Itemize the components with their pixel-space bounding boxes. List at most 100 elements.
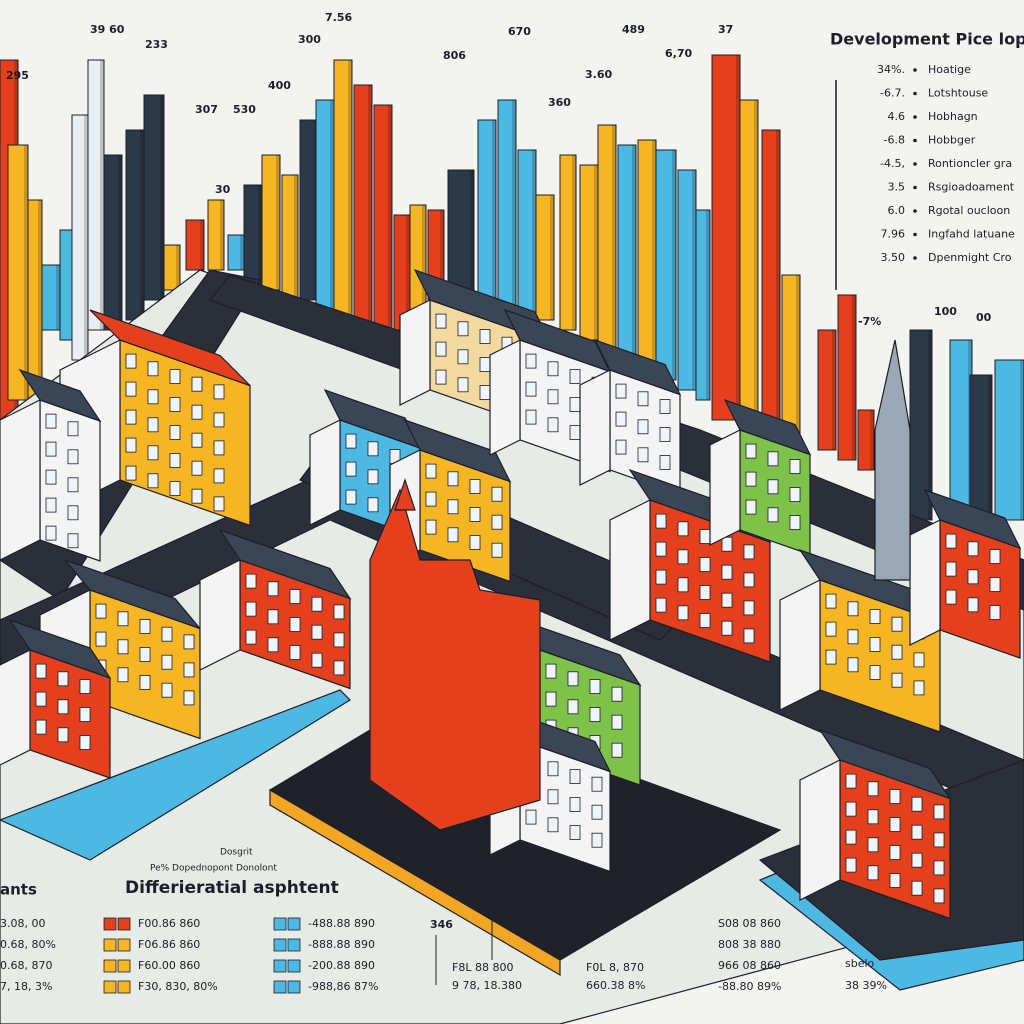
window xyxy=(569,369,581,384)
building-side xyxy=(709,429,741,546)
window xyxy=(191,488,203,504)
window xyxy=(311,624,323,640)
window xyxy=(655,513,667,529)
caption: Pe% Dopednopont Donolont xyxy=(150,864,277,874)
building-roof xyxy=(18,368,102,423)
city xyxy=(0,268,1024,1024)
window xyxy=(267,609,279,625)
window xyxy=(139,675,151,690)
bar-label: 307 xyxy=(195,103,218,116)
swatch xyxy=(103,980,117,994)
legend-dot xyxy=(913,138,917,143)
bar-label: 00 xyxy=(976,311,992,324)
window xyxy=(67,421,79,437)
legend-dot xyxy=(913,209,917,213)
window xyxy=(567,699,579,715)
backdrop-bar-side xyxy=(176,245,180,290)
legend-value: -6.8 xyxy=(884,134,905,147)
backdrop-bar-side xyxy=(294,175,298,300)
window xyxy=(745,443,757,459)
building-side xyxy=(799,759,841,901)
window xyxy=(699,557,711,572)
building-roof xyxy=(593,338,682,396)
window xyxy=(615,439,627,455)
window xyxy=(867,781,879,797)
window xyxy=(913,680,925,696)
window xyxy=(889,817,901,832)
backdrop-bar-side xyxy=(612,125,616,350)
bar-label: 39 60 xyxy=(90,23,125,36)
table-cell: 0.68, 870 xyxy=(0,959,52,972)
window xyxy=(911,852,923,868)
window xyxy=(125,465,137,481)
window xyxy=(289,589,301,604)
window xyxy=(547,417,559,433)
table-cell: S08 08 860 xyxy=(718,917,781,930)
window xyxy=(677,577,689,593)
backdrop-bar xyxy=(837,294,857,461)
building-roof xyxy=(89,309,251,387)
window xyxy=(57,727,69,743)
window xyxy=(57,699,69,715)
window xyxy=(147,417,159,433)
backdrop-bar-side xyxy=(832,330,836,450)
window xyxy=(567,671,579,687)
window xyxy=(967,541,979,557)
window xyxy=(989,605,1001,620)
window xyxy=(545,691,557,707)
window xyxy=(435,341,447,357)
legend-value: 6.0 xyxy=(888,204,906,217)
backdrop-bar-side xyxy=(796,275,800,440)
table-cell: 3.08, 00 xyxy=(0,917,45,930)
window xyxy=(745,471,757,487)
legend-dot xyxy=(913,91,917,96)
window xyxy=(845,801,857,817)
window xyxy=(479,385,491,400)
backdrop-bar-side xyxy=(928,330,932,520)
window xyxy=(525,409,537,425)
swatch xyxy=(103,938,117,952)
window xyxy=(67,505,79,521)
building-roof xyxy=(63,558,202,630)
building-side xyxy=(779,579,821,711)
section-heading: ants xyxy=(0,881,37,899)
table-cell: F0L 8, 870 xyxy=(586,961,644,974)
window xyxy=(469,507,481,522)
window xyxy=(491,486,503,502)
backdrop-bar-side xyxy=(440,210,444,300)
window xyxy=(139,619,151,634)
window xyxy=(615,383,627,399)
backdrop-bar xyxy=(695,209,711,401)
window xyxy=(161,626,173,642)
legend-dot xyxy=(913,232,917,237)
building-roof xyxy=(503,308,612,373)
table-cell: -888.88 890 xyxy=(308,938,375,951)
window xyxy=(479,329,491,344)
window xyxy=(615,411,627,427)
window xyxy=(745,499,757,515)
window xyxy=(45,413,57,429)
window xyxy=(183,690,195,706)
window xyxy=(447,499,459,515)
table-cell: 0.68, 80% xyxy=(0,938,56,951)
window xyxy=(547,789,559,805)
swatch xyxy=(103,917,117,931)
window xyxy=(169,397,181,412)
window xyxy=(311,596,323,612)
bar-label: 360 xyxy=(548,96,571,109)
window xyxy=(655,541,667,557)
window xyxy=(213,440,225,456)
window xyxy=(869,665,881,680)
window xyxy=(847,601,859,617)
backdrop-bar-side xyxy=(160,95,164,300)
backdrop-bar xyxy=(857,409,875,471)
window xyxy=(589,679,601,694)
side-label: 346 xyxy=(430,918,453,931)
window xyxy=(525,353,537,369)
swatch xyxy=(117,938,131,952)
window xyxy=(425,519,437,535)
table-cell: sbelo xyxy=(845,957,875,970)
building-roof xyxy=(923,488,1022,550)
window xyxy=(789,515,801,530)
